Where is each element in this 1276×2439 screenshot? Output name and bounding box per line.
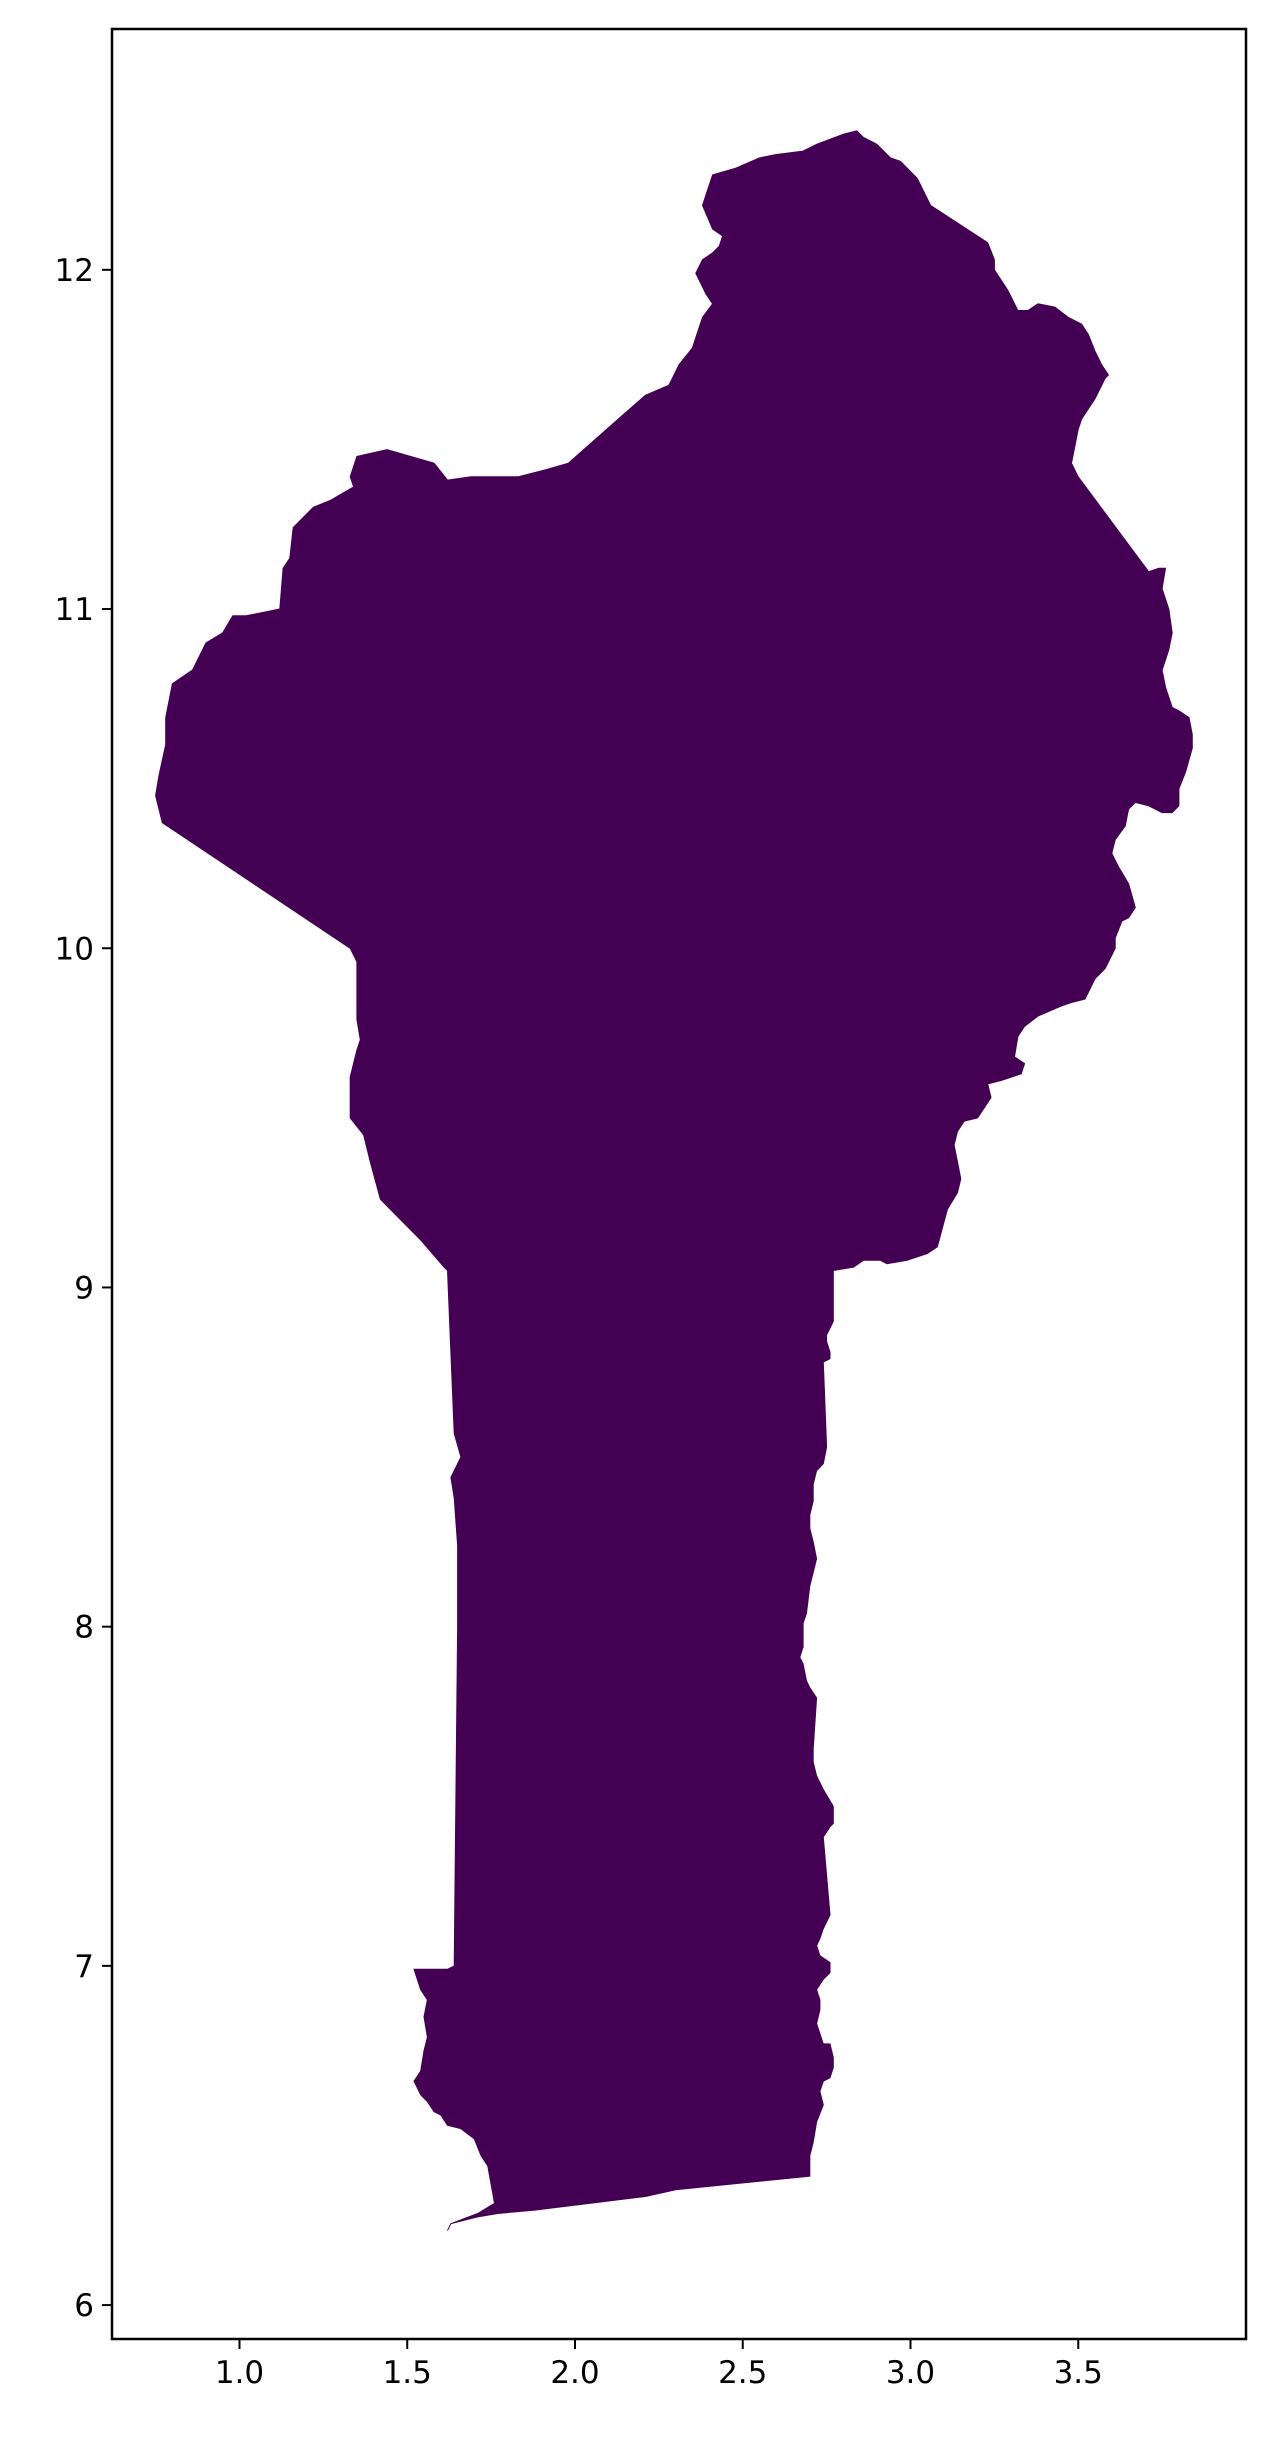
x-tick-label: 1.0	[215, 2355, 264, 2391]
y-tick-label: 11	[55, 592, 94, 628]
x-tick-label: 2.5	[718, 2355, 767, 2391]
x-axis: 1.0 1.5 2.0 2.5 3.0 3.5	[215, 2339, 1103, 2391]
y-axis: 6 7 8 9 10 11 12	[55, 253, 112, 2324]
y-tick-label: 6	[74, 2288, 94, 2324]
region-shape	[155, 130, 1193, 2231]
x-tick-label: 3.5	[1054, 2355, 1103, 2391]
x-tick-label: 3.0	[886, 2355, 935, 2391]
y-tick-label: 12	[55, 253, 94, 289]
y-tick-label: 10	[55, 931, 94, 967]
axes-frame	[110, 27, 1248, 2341]
plot-area	[155, 130, 1193, 2231]
y-tick-label: 8	[74, 1610, 94, 1646]
x-tick-label: 1.5	[383, 2355, 432, 2391]
y-tick-label: 9	[74, 1270, 94, 1306]
x-tick-label: 2.0	[550, 2355, 599, 2391]
y-tick-label: 7	[74, 1949, 94, 1985]
